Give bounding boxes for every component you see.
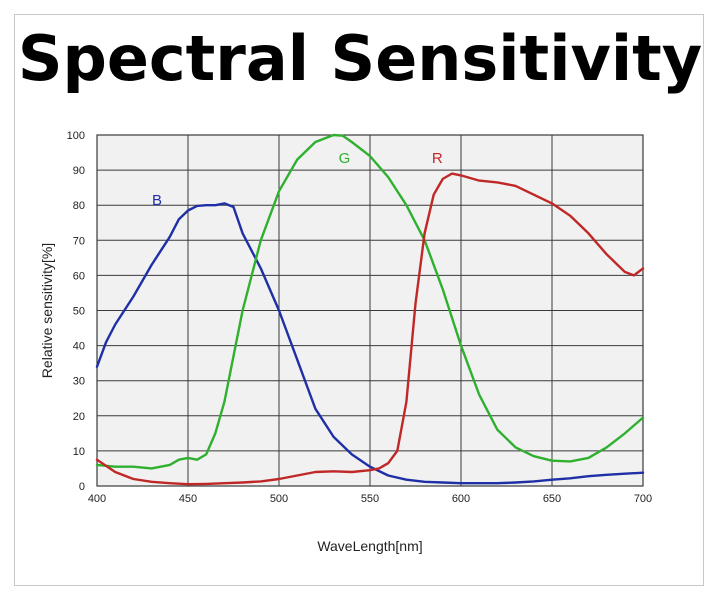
y-tick-label: 70 [73, 235, 85, 247]
x-tick-label: 550 [361, 493, 379, 505]
y-tick-label: 30 [73, 376, 85, 388]
series-label-b: B [152, 192, 162, 209]
y-tick-label: 90 [73, 165, 85, 177]
y-tick-label: 60 [73, 270, 85, 282]
x-tick-label: 600 [452, 493, 470, 505]
series-line-r [95, 172, 645, 486]
y-tick-label: 50 [73, 306, 85, 318]
x-tick-label: 650 [543, 493, 561, 505]
y-axis-label: Relative sensitivity[%] [39, 243, 55, 378]
series-label-g: G [339, 150, 351, 167]
y-tick-label: 100 [67, 130, 85, 142]
chart-frame [14, 14, 704, 586]
series-line-b [95, 202, 645, 485]
x-axis-label: WaveLength[nm] [317, 538, 422, 554]
y-tick-label: 40 [73, 341, 85, 353]
y-tick-label: 10 [73, 446, 85, 458]
chart-title: Spectral Sensitivity [17, 22, 703, 95]
x-tick-label: 700 [634, 493, 652, 505]
plot-border [96, 134, 644, 487]
y-tick-label: 20 [73, 411, 85, 423]
y-tick-label: 0 [79, 481, 85, 493]
series-label-r: R [432, 150, 443, 167]
x-tick-label: 450 [179, 493, 197, 505]
y-tick-label: 80 [73, 200, 85, 212]
series-line-g [95, 133, 645, 470]
x-tick-label: 500 [270, 493, 288, 505]
x-tick-label: 400 [88, 493, 106, 505]
